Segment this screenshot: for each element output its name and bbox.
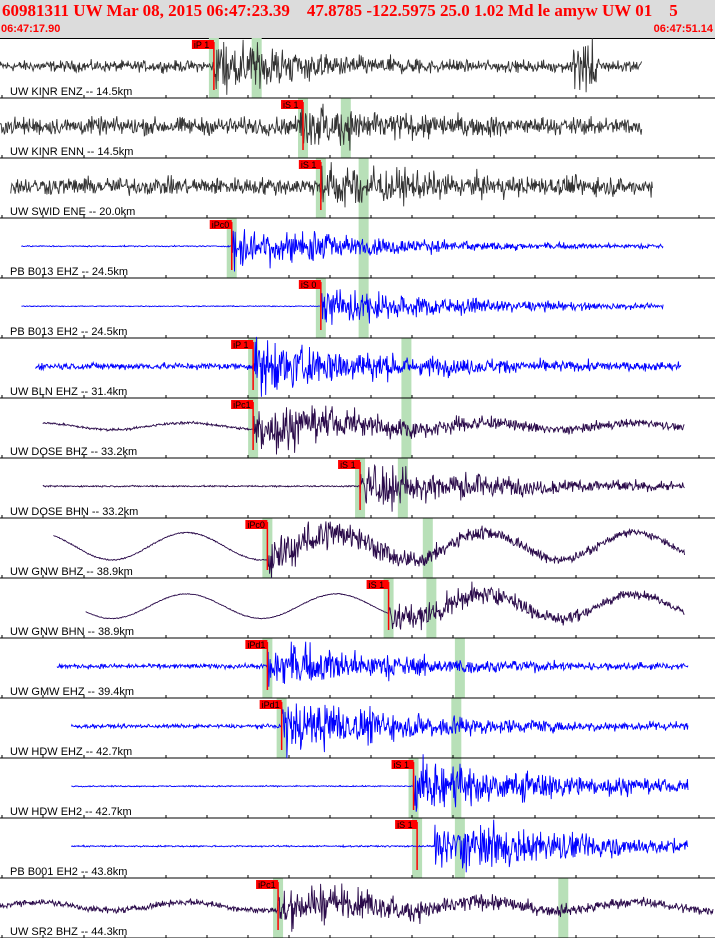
pick-label: iPc1 (258, 880, 276, 890)
trace-label: UW GNW BHN -- 38.9km (10, 626, 134, 638)
trace-label: PB B013 EHZ -- 24.5km (10, 266, 128, 278)
trace-label: UW DOSE BHZ -- 33.2km (10, 446, 137, 458)
pick-label: iPc0 (247, 520, 265, 530)
waveform-trace (10, 162, 653, 208)
pick-flag (298, 280, 321, 289)
trace-label: UW GMW EHZ -- 39.4km (10, 686, 134, 698)
start-time: 06:47:17.90 (1, 23, 61, 35)
pick-label: iPc1 (233, 400, 251, 410)
waveform-trace (71, 754, 689, 812)
s-window-band (426, 578, 437, 638)
trace-label: UW SWID ENE -- 20.0km (10, 206, 135, 218)
pick-label: iS 1 (283, 100, 299, 110)
s-window-band (558, 878, 569, 938)
waveform-trace (35, 336, 682, 397)
end-time: 06:47:51.14 (653, 23, 713, 35)
pick-label: iS 1 (397, 820, 413, 830)
s-window-band (401, 338, 412, 398)
trace-label: UW GNW BHZ -- 38.9km (10, 566, 133, 578)
pick-flag (338, 460, 361, 469)
pick-flag (366, 580, 389, 589)
waveform-trace (70, 703, 689, 759)
trace-label: UW KINR ENZ -- 14.5km (10, 86, 132, 98)
trace-label: UW KINR ENN -- 14.5km (10, 146, 133, 158)
pick-label: iS 1 (340, 460, 356, 470)
pick-label: iS 1 (394, 760, 410, 770)
pick-label: iS 1 (301, 160, 317, 170)
pick-label: iP 1 (194, 40, 209, 50)
waveform-trace (71, 819, 689, 873)
pick-flag (209, 220, 232, 229)
pick-flag (256, 880, 279, 889)
trace-label: UW HDW EH2 -- 42.7km (10, 806, 132, 818)
waveform-trace (21, 289, 664, 325)
event-title: 60981311 UW Mar 08, 2015 06:47:23.39 47.… (2, 1, 678, 20)
seismogram-plot: iP 1 UW KINR ENZ -- 14.5km iS 1 UW KINR ENN… (0, 38, 715, 938)
pick-label: iS 1 (369, 580, 385, 590)
pick-label: iP 1 (233, 340, 248, 350)
pick-flag (191, 40, 214, 49)
pick-flag (245, 640, 268, 649)
trace-label: PB B013 EH2 -- 24.5km (10, 326, 127, 338)
pick-label: iPd1 (262, 700, 280, 710)
pick-flag (391, 760, 414, 769)
waveform-trace (0, 103, 643, 151)
waveform-trace (0, 38, 643, 95)
pick-flag (259, 700, 282, 709)
waveform-trace (21, 229, 664, 272)
s-window-band (422, 518, 433, 578)
pick-flag (245, 520, 268, 529)
waveform-trace (56, 641, 689, 687)
s-window-band (397, 458, 408, 518)
trace-label: PB B001 EH2 -- 43.8km (10, 866, 127, 878)
waveform-trace (85, 581, 685, 631)
waveform-trace (0, 883, 714, 932)
pick-label: iPd1 (247, 640, 265, 650)
trace-label: UW HDW EHZ -- 42.7km (10, 746, 132, 758)
pick-label: iS 0 (301, 280, 317, 290)
pick-flag (395, 820, 418, 829)
trace-label: UW BLN EHZ -- 31.4km (10, 386, 127, 398)
pick-flag (281, 100, 304, 109)
pick-label: iPc0 (212, 220, 230, 230)
waveform-trace (53, 521, 685, 579)
waveform-trace (42, 463, 685, 512)
pick-flag (298, 160, 321, 169)
event-header: 60981311 UW Mar 08, 2015 06:47:23.39 47.… (0, 0, 715, 39)
trace-label: UW SR2 BHZ -- 44.3km (10, 926, 127, 938)
trace-label: UW DOSE BHN -- 33.2km (10, 506, 138, 518)
waveform-trace (42, 405, 685, 455)
pick-flag (231, 340, 254, 349)
pick-flag (231, 400, 254, 409)
